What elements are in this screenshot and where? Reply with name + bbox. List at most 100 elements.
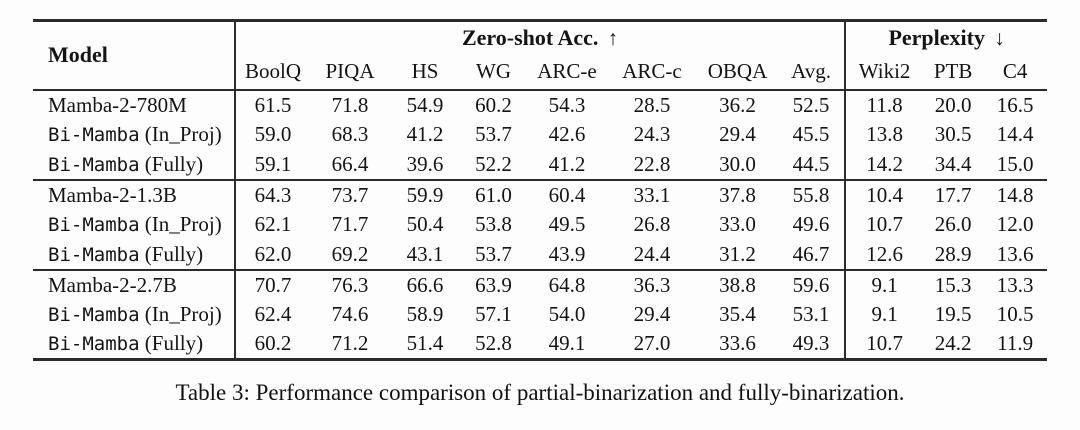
- value-cell: 26.0: [934, 212, 972, 236]
- value-cell: 34.4: [934, 151, 972, 176]
- model-name-cell: Mamba-2-2.7B: [33, 270, 235, 300]
- value-cell: 60.4: [548, 182, 586, 207]
- model-name-cell: Bi-Mamba (In_Proj): [33, 120, 235, 150]
- value-cell: 43.9: [548, 241, 586, 266]
- value-cell: 13.8: [844, 119, 924, 150]
- value-cell: 52.2: [475, 151, 512, 176]
- table-row: Mamba-2-2.7B 70.7 76.3 66.6 63.9 64.8 36.3 38.8…: [33, 269, 1047, 300]
- model-group-2-7b: Mamba-2-2.7B 70.7 76.3 66.6 63.9 64.8 36.3 38.8…: [33, 269, 1047, 360]
- group-header-row: Model Zero-shot Acc. ↑ Perplexity ↓: [33, 20, 1048, 67]
- value-cell: 10.5: [996, 302, 1034, 326]
- value-cell: 54.3: [548, 92, 586, 117]
- value-cell: 57.1: [475, 302, 512, 326]
- value-cell: 29.4: [719, 122, 756, 146]
- value-cell: 61.5: [234, 89, 310, 120]
- value-cell: 12.6: [844, 239, 924, 270]
- value-cell: 37.8: [719, 182, 756, 207]
- model-name-mono: Bi-Mamba: [48, 153, 140, 176]
- value-cell: 30.0: [719, 151, 756, 176]
- value-cell: 14.2: [844, 149, 924, 180]
- model-name-text: (Fully): [139, 331, 204, 356]
- value-cell: 58.9: [406, 302, 444, 326]
- model-name-mono: Bi-Mamba: [48, 333, 140, 356]
- value-cell: 46.7: [792, 241, 830, 266]
- value-cell: 49.5: [548, 212, 586, 236]
- value-cell: 49.3: [792, 331, 830, 356]
- model-name-mono: Bi-Mamba: [48, 243, 140, 266]
- column-header-arc-c: ARC-c: [622, 59, 682, 83]
- table-row: Mamba-2-780M 61.5 71.8 54.9 60.2 54.3 28.5 36.2…: [33, 89, 1047, 120]
- value-cell: 71.7: [331, 212, 369, 236]
- value-cell: 13.3: [996, 272, 1034, 297]
- model-group-780m: Mamba-2-780M 61.5 71.8 54.9 60.2 54.3 28.5 36.2…: [33, 89, 1048, 180]
- value-cell: 52.5: [792, 92, 830, 117]
- value-cell: 17.7: [934, 182, 972, 207]
- value-cell: 52.8: [475, 331, 512, 356]
- value-cell: 20.0: [934, 92, 972, 117]
- table-row: Bi-Mamba (Fully) 60.2 71.2 51.4 52.8 49.1 27.0…: [33, 329, 1047, 360]
- value-cell: 62.4: [234, 299, 310, 330]
- table-caption: Table 3: Performance comparison of parti…: [175, 380, 905, 405]
- value-cell: 66.4: [331, 151, 369, 176]
- value-cell: 54.9: [406, 92, 444, 117]
- column-header-piqa: PIQA: [325, 59, 375, 83]
- value-cell: 11.9: [997, 331, 1034, 356]
- value-cell: 49.1: [548, 331, 586, 356]
- value-cell: 16.5: [996, 92, 1034, 117]
- column-header-avg: Avg.: [791, 59, 831, 83]
- down-arrow-icon: ↓: [994, 26, 1005, 51]
- model-name-text: (In_Proj): [139, 122, 222, 146]
- value-cell: 53.7: [475, 241, 512, 266]
- value-cell: 28.9: [934, 241, 972, 266]
- column-header-wiki2: Wiki2: [844, 54, 924, 90]
- value-cell: 33.1: [633, 182, 671, 207]
- value-cell: 35.4: [719, 302, 756, 326]
- table-header: Model Zero-shot Acc. ↑ Perplexity ↓ Bool…: [33, 20, 1048, 90]
- table-row: Bi-Mamba (Fully) 62.0 69.2 43.1 53.7 43.9 24.4…: [33, 239, 1047, 270]
- column-header-hs: HS: [411, 59, 439, 83]
- value-cell: 64.3: [234, 179, 310, 210]
- value-cell: 9.1: [844, 269, 924, 300]
- column-header-boolq: BoolQ: [234, 54, 310, 90]
- value-cell: 73.7: [331, 182, 369, 207]
- model-name-text: (In_Proj): [139, 302, 222, 326]
- value-cell: 13.6: [996, 241, 1034, 266]
- column-header-obqa: OBQA: [707, 59, 768, 83]
- value-cell: 64.8: [548, 272, 586, 297]
- value-cell: 39.6: [406, 151, 444, 176]
- value-cell: 11.8: [844, 89, 924, 120]
- value-cell: 9.1: [844, 299, 924, 330]
- value-cell: 28.5: [633, 92, 671, 117]
- value-cell: 19.5: [934, 302, 972, 326]
- value-cell: 22.8: [633, 151, 671, 176]
- value-cell: 62.0: [234, 239, 310, 270]
- value-cell: 41.2: [548, 151, 586, 176]
- up-arrow-icon: ↑: [607, 26, 619, 51]
- model-column-header: Model: [48, 42, 108, 68]
- column-header-wg: WG: [476, 59, 511, 83]
- model-name-cell: Bi-Mamba (Fully): [33, 240, 235, 270]
- value-cell: 33.6: [719, 331, 756, 356]
- zero-shot-group-label: Zero-shot Acc.: [461, 25, 599, 51]
- model-name-cell: Mamba-2-780M: [33, 90, 235, 120]
- table-row: Mamba-2-1.3B 64.3 73.7 59.9 61.0 60.4 33.1 37.8…: [33, 179, 1047, 210]
- value-cell: 31.2: [719, 241, 756, 266]
- value-cell: 61.0: [475, 182, 512, 207]
- table-3-figure: Model Zero-shot Acc. ↑ Perplexity ↓ Bool…: [33, 19, 1048, 406]
- value-cell: 74.6: [331, 302, 369, 326]
- value-cell: 24.2: [934, 331, 972, 356]
- value-cell: 15.3: [934, 272, 972, 297]
- table-row: Bi-Mamba (In_Proj) 62.1 71.7 50.4 53.8 49.5 26…: [33, 209, 1047, 240]
- table-row: Bi-Mamba (In_Proj) 59.0 68.3 41.2 53.7 42.6 24…: [33, 119, 1047, 150]
- model-name-text: Mamba-2-2.7B: [48, 272, 177, 297]
- value-cell: 49.6: [792, 212, 830, 236]
- model-name-text: (Fully): [139, 151, 204, 176]
- perplexity-group-label: Perplexity: [888, 25, 985, 51]
- value-cell: 45.5: [792, 122, 830, 146]
- value-cell: 62.1: [234, 209, 310, 240]
- value-cell: 63.9: [475, 272, 512, 297]
- value-cell: 59.0: [234, 119, 310, 150]
- value-cell: 36.2: [719, 92, 756, 117]
- model-name-cell: Mamba-2-1.3B: [33, 180, 235, 210]
- value-cell: 24.4: [633, 241, 671, 266]
